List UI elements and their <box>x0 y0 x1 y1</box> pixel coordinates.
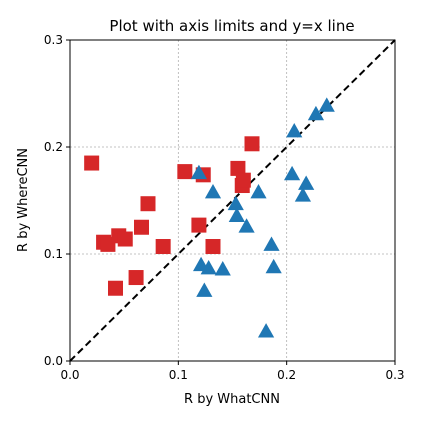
y-tick-label: 0.0 <box>44 354 63 368</box>
y-tick-label: 0.2 <box>44 140 63 154</box>
grid-lines <box>70 40 395 361</box>
square-marker <box>117 231 133 247</box>
square-marker <box>128 270 144 286</box>
triangle-marker <box>318 97 335 112</box>
y-axis-label: R by WhereCNN <box>16 148 31 252</box>
data-points <box>84 97 335 338</box>
triangle-marker <box>294 187 312 202</box>
triangle-marker <box>283 165 301 181</box>
triangle-marker <box>265 258 282 274</box>
x-tick-label: 0.2 <box>277 368 296 382</box>
square-marker <box>230 160 246 176</box>
square-marker <box>140 196 156 212</box>
triangle-marker <box>227 195 244 211</box>
square-marker <box>108 280 123 296</box>
y-tick-label: 0.3 <box>44 33 63 47</box>
chart-title: Plot with axis limits and y=x line <box>109 17 354 35</box>
square-marker <box>155 239 171 255</box>
x-axis-ticks: 0.0 0.1 0.2 0.3 <box>60 361 405 382</box>
x-axis-label: R by WhatCNN <box>184 392 280 407</box>
triangle-marker <box>214 261 231 276</box>
triangle-marker <box>196 282 213 297</box>
x-tick-label: 0.3 <box>385 368 404 382</box>
y-equals-x-reference-line <box>69 39 396 362</box>
triangle-marker <box>228 207 245 222</box>
square-marker <box>244 136 260 152</box>
square-marker <box>235 172 251 188</box>
triangle-marker <box>263 236 280 251</box>
triangle-marker <box>250 184 267 199</box>
square-marker <box>177 164 193 180</box>
triangle-marker <box>238 218 255 233</box>
square-marker <box>205 239 221 255</box>
plot-frame <box>69 39 396 362</box>
y-tick-label: 0.1 <box>44 247 63 261</box>
square-marker <box>84 155 100 171</box>
triangle-marker <box>307 105 325 121</box>
triangle-marker <box>286 123 303 138</box>
y-axis-ticks: 0.0 0.1 0.2 0.3 <box>44 33 70 368</box>
x-tick-label: 0.1 <box>169 368 188 382</box>
triangle-marker <box>257 323 275 338</box>
triangle-marker <box>190 164 208 180</box>
square-marker <box>134 219 149 235</box>
triangle-marker <box>204 184 222 199</box>
x-tick-label: 0.0 <box>60 368 79 382</box>
triangle-marker <box>298 175 315 190</box>
square-marker <box>191 217 207 233</box>
triangle-marker <box>200 259 217 275</box>
